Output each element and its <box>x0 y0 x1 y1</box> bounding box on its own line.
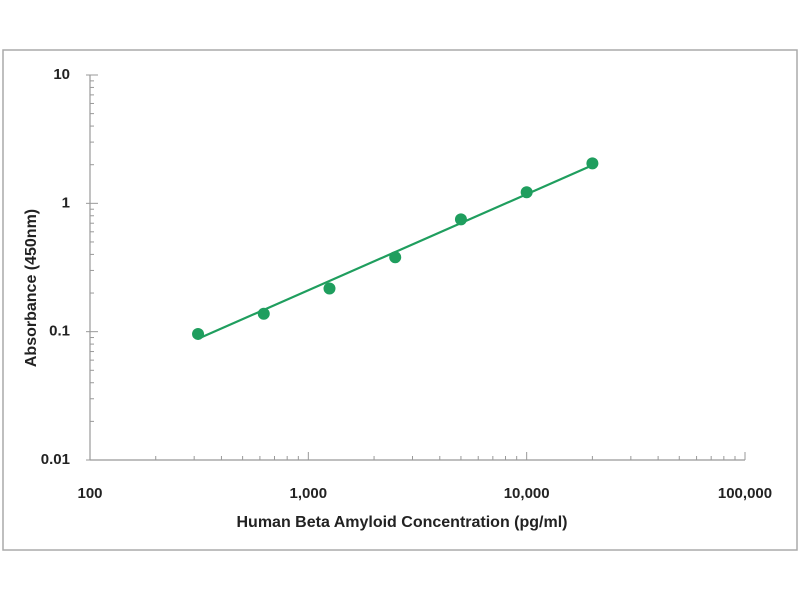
y-tick-label: 0.1 <box>49 323 70 340</box>
x-tick-label: 100,000 <box>718 485 772 502</box>
y-tick-label: 1 <box>62 194 70 211</box>
data-point <box>586 157 599 170</box>
data-point <box>323 282 336 295</box>
data-point <box>454 213 467 226</box>
data-point <box>389 251 402 264</box>
x-tick-label: 10,000 <box>504 485 550 502</box>
y-tick-label: 10 <box>53 66 70 83</box>
data-point <box>192 327 205 340</box>
x-tick-label: 1,000 <box>290 485 328 502</box>
y-tick-label: 0.01 <box>41 451 70 468</box>
y-axis-title: Absorbance (450nm) <box>23 209 40 367</box>
data-point <box>257 307 270 320</box>
x-axis-title: Human Beta Amyloid Concentration (pg/ml) <box>237 514 568 531</box>
data-point <box>520 186 533 199</box>
frame <box>2 49 798 551</box>
x-tick-label: 100 <box>77 485 102 502</box>
